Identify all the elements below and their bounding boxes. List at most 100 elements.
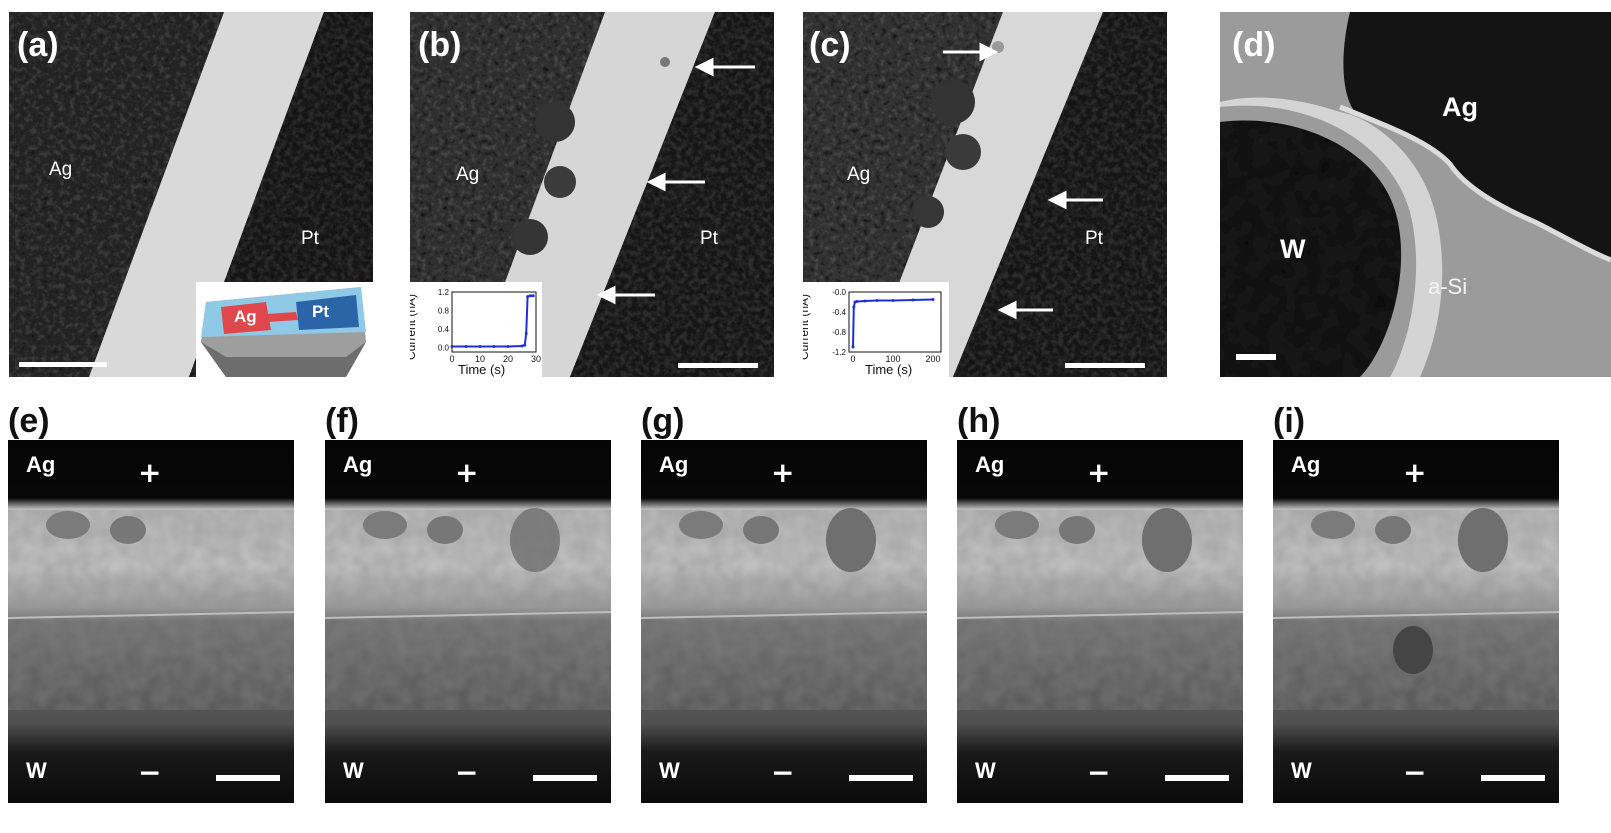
device-schematic-inset: Ag Pt [196,282,373,377]
x-tick-label: 200 [925,354,940,364]
scale-bar [1481,775,1545,781]
data-point [520,344,524,348]
panel-g: (g) Ag + W − [641,398,927,803]
panel-a: (a) Ag Pt Ag Pt [9,12,373,377]
y-tick-label: -0.0 [832,288,846,297]
x-tick-label: 0 [850,354,855,364]
panel-h: (h) Ag + W − [957,398,1243,803]
minus-sign: − [455,756,479,789]
plus-sign: + [1403,456,1427,489]
panel-label: (g) [641,402,685,440]
panel-b: (b) Ag Pt 1.2 0.8 0.4 0.0 0 10 20 30 Current (n… [410,12,774,377]
y-tick-label: 0.8 [438,306,450,315]
ag-label: Ag [49,159,73,180]
y-tick-label: 1.2 [438,288,450,297]
data-point [526,295,530,299]
minus-sign: − [138,756,162,789]
panel-d-label: (d) [1232,26,1276,64]
data-point [911,298,915,302]
data-point [523,343,527,347]
inset-xlabel: Time (s) [865,362,913,377]
y-tick-label: 0.4 [438,325,450,334]
minus-sign: − [1403,756,1427,789]
data-point [875,299,879,302]
ag-label: Ag [847,164,871,185]
plus-sign: + [138,456,162,489]
data-point [478,344,482,348]
minus-sign: − [1087,756,1111,789]
ag-label: Ag [659,452,689,477]
panel-label: (i) [1273,402,1306,440]
scale-bar [19,362,107,367]
data-point [528,294,532,298]
pt-label: Pt [1085,228,1103,249]
pt-label: Pt [301,228,319,249]
data-point [464,344,468,348]
panel-c: (c) Ag Pt -0.0 -0.4 -0.8 -1.2 0 100 200 Curren… [803,12,1167,377]
panel-d: (d) Ag W a-Si [1220,12,1611,377]
ag-label: Ag [26,452,56,477]
data-point [450,344,454,348]
current-time-inset-c: -0.0 -0.4 -0.8 -1.2 0 100 200 Current (nA) Tim… [803,282,949,377]
plus-sign: + [455,456,479,489]
ag-label: Ag [456,164,480,185]
a-si-label: a-Si [1428,274,1468,299]
arrows [943,42,1103,320]
ag-label: Ag [1291,452,1321,477]
panel-label: (h) [957,402,1001,440]
w-label: W [1291,758,1312,783]
ag-label: Ag [975,452,1005,477]
w-label: W [975,758,996,783]
series-line [852,298,934,348]
minus-sign: − [771,756,795,789]
data-point [891,299,895,302]
data-point [931,298,935,301]
panel-label: (f) [325,402,359,440]
panel-a-label: (a) [17,26,59,64]
plus-sign: + [771,456,795,489]
scale-bar [1165,775,1229,781]
data-point [524,332,528,336]
panel-c-label: (c) [809,26,851,64]
inset-ylabel: Current (nA) [803,293,812,361]
panel-e: (e) Ag + W − [8,398,294,803]
data-point [506,344,510,348]
current-time-inset-b: 1.2 0.8 0.4 0.0 0 10 20 30 Current (nA) Time (s… [410,282,542,377]
scale-bar [216,775,280,781]
arrows [596,57,755,305]
panel-a-image [9,12,373,377]
bottom-panel-image: Ag + W − [8,440,294,803]
y-tick-label: -0.8 [832,328,846,337]
x-tick-label: 30 [531,354,541,364]
inset-ylabel: Current (nA) [410,293,419,361]
panel-b-label: (b) [418,26,462,64]
panel-d-image [1220,12,1611,377]
ag-label: Ag [343,452,373,477]
x-tick-label: 20 [503,354,513,364]
panel-f: (f) Ag + W − [325,398,611,803]
scale-bar [1236,354,1276,360]
scale-bar [849,775,913,781]
panel-label: (e) [8,402,50,440]
y-tick-label: -1.2 [832,348,846,357]
plus-sign: + [1087,456,1111,489]
bottom-panel-image: Ag + W − [641,440,927,803]
panel-i: (i) Ag + W − [1273,398,1559,803]
bottom-panel-image: Ag + W − [1273,440,1559,803]
inset-ag-label: Ag [234,307,257,326]
scale-bar [678,363,758,368]
series-line [452,294,534,348]
y-tick-label: 0.0 [438,343,450,352]
data-point [851,345,855,349]
w-label: W [1280,234,1306,264]
data-point [492,344,496,348]
bottom-panel-image: Ag + W − [325,440,611,803]
scale-bar [533,775,597,781]
inset-pt-label: Pt [312,302,329,321]
inset-xlabel: Time (s) [458,362,506,377]
w-label: W [343,758,364,783]
inset-plot-frame [451,291,537,353]
ag-label: Ag [1442,92,1478,122]
y-tick-label: -0.4 [832,308,846,317]
w-label: W [659,758,680,783]
